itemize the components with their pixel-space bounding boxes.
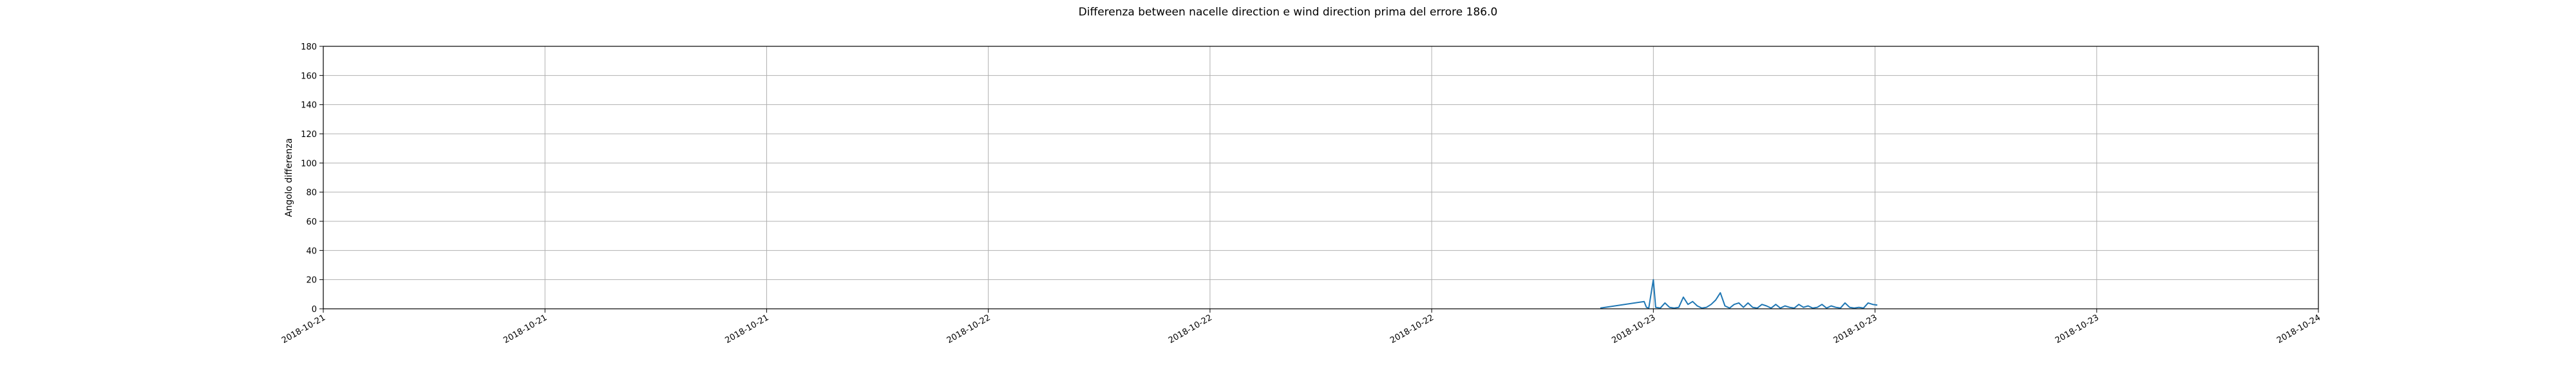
y-tick-label: 180	[301, 42, 317, 52]
x-tick-label: 2018-10-23	[1832, 313, 1879, 345]
y-tick-label: 40	[306, 246, 317, 256]
y-tick-label: 20	[306, 276, 317, 286]
y-tick-label: 80	[306, 188, 317, 198]
x-tick-label: 2018-10-21	[502, 313, 549, 345]
y-tick-label: 140	[301, 101, 317, 111]
x-tick-label: 2018-10-21	[280, 313, 327, 345]
x-tick-label: 2018-10-24	[2275, 313, 2322, 345]
series-line-1	[1600, 279, 1878, 309]
plot-frame	[323, 46, 2319, 309]
axis-layer: 0 20 40 60 80 100 120 140 160 180 2018-10-21 2018-1…	[280, 42, 2322, 345]
y-tick-label: 100	[301, 159, 317, 169]
x-tick-label: 2018-10-23	[1610, 313, 1657, 345]
y-tick-label: 60	[306, 217, 317, 227]
x-tick-label: 2018-10-22	[1388, 313, 1435, 345]
y-tick-label: 120	[301, 130, 317, 140]
y-axis-label: Angolo differenza	[284, 138, 294, 217]
chart-title: Differenza between nacelle direction e w…	[1079, 6, 1498, 19]
x-tick-label: 2018-10-22	[945, 313, 992, 345]
x-tick-label: 2018-10-21	[724, 313, 771, 345]
y-tick-label: 160	[301, 71, 317, 81]
grid-layer	[323, 46, 2319, 309]
series-layer	[1600, 279, 1878, 309]
y-tick-label: 0	[312, 305, 317, 315]
x-tick-label: 2018-10-22	[1167, 313, 1214, 345]
x-tick-label: 2018-10-23	[2054, 313, 2101, 345]
